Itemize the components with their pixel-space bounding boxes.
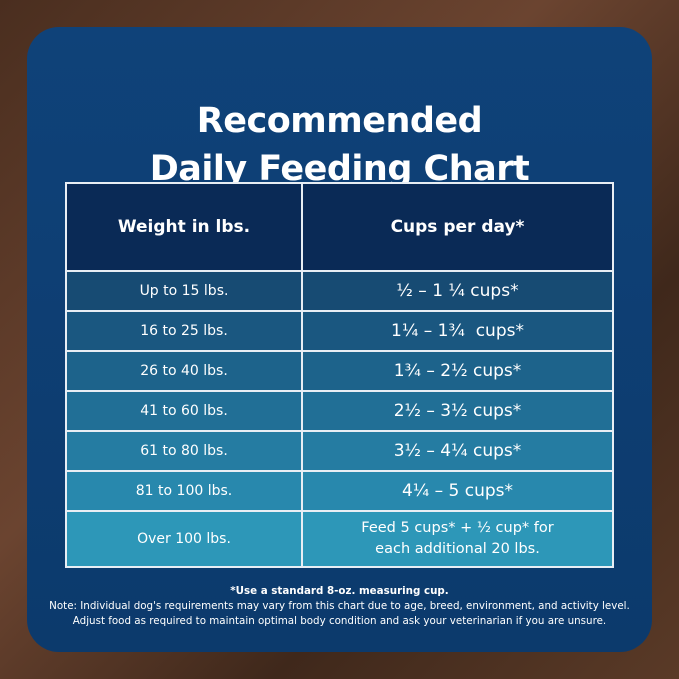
weight-cell: 26 to 40 lbs.	[65, 350, 303, 392]
cups-line-2: each additional 20 lbs.	[375, 541, 540, 557]
note-line-1: Note: Individual dog's requirements may …	[49, 600, 630, 612]
cups-cell: ½ – 1 ¼ cups*	[301, 270, 614, 312]
cups-line-1: Feed 5 cups* + ½ cup* for	[361, 520, 554, 536]
chart-title: Recommended Daily Feeding Chart	[27, 97, 652, 193]
cups-cell: 3½ – 4¼ cups*	[301, 430, 614, 472]
weight-cell: 41 to 60 lbs.	[65, 390, 303, 432]
table-row: 81 to 100 lbs. 4¼ – 5 cups*	[65, 470, 614, 512]
table-row: Up to 15 lbs. ½ – 1 ¼ cups*	[65, 270, 614, 312]
weight-cell: 16 to 25 lbs.	[65, 310, 303, 352]
header-weight: Weight in lbs.	[65, 182, 303, 272]
cups-cell: 1¼ – 1¾ cups*	[301, 310, 614, 352]
weight-cell: 61 to 80 lbs.	[65, 430, 303, 472]
table-row: Over 100 lbs. Feed 5 cups* + ½ cup* for ea…	[65, 510, 614, 568]
table-row: 61 to 80 lbs. 3½ – 4¼ cups*	[65, 430, 614, 472]
table-row: 16 to 25 lbs. 1¼ – 1¾ cups*	[65, 310, 614, 352]
cups-cell: 1¾ – 2½ cups*	[301, 350, 614, 392]
header-cups: Cups per day*	[301, 182, 614, 272]
footnote: *Use a standard 8-oz. measuring cup.	[230, 585, 449, 597]
note-line-2: Adjust food as required to maintain opti…	[72, 615, 607, 627]
table-row: 26 to 40 lbs. 1¾ – 2½ cups*	[65, 350, 614, 392]
cups-cell: Feed 5 cups* + ½ cup* for each additional…	[301, 510, 614, 568]
table-header-row: Weight in lbs. Cups per day*	[65, 182, 614, 272]
title-line-1: Recommended	[196, 101, 483, 141]
weight-cell: Over 100 lbs.	[65, 510, 303, 568]
weight-cell: Up to 15 lbs.	[65, 270, 303, 312]
notes: *Use a standard 8-oz. measuring cup. Not…	[0, 584, 679, 629]
table-row: 41 to 60 lbs. 2½ – 3½ cups*	[65, 390, 614, 432]
weight-cell: 81 to 100 lbs.	[65, 470, 303, 512]
feeding-table: Weight in lbs. Cups per day* Up to 15 lb…	[65, 182, 614, 568]
cups-cell: 2½ – 3½ cups*	[301, 390, 614, 432]
cups-cell: 4¼ – 5 cups*	[301, 470, 614, 512]
